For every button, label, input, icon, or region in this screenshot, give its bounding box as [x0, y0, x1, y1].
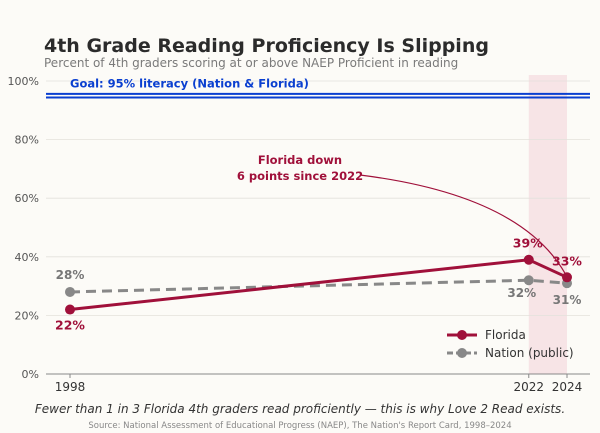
y-tick-label-40: 40% — [15, 251, 39, 264]
label-florida-2022: 39% — [513, 236, 543, 251]
annotation-arrow — [359, 174, 566, 274]
point-florida-2022 — [523, 254, 534, 265]
x-tick-label-2024: 2024 — [552, 380, 583, 394]
label-florida-1998: 22% — [55, 318, 85, 333]
chart-footnote: Fewer than 1 in 3 Florida 4th graders re… — [35, 402, 565, 416]
legend-marker-florida — [457, 330, 467, 340]
y-tick-label-60: 60% — [15, 192, 39, 205]
chart-subtitle: Percent of 4th graders scoring at or abo… — [44, 56, 458, 70]
y-tick-label-0: 0% — [22, 368, 39, 381]
y-tick-label-80: 80% — [15, 134, 39, 147]
annotation-line-1: Florida down — [258, 153, 342, 167]
point-florida-1998 — [65, 304, 75, 315]
legend-label-nation: Nation (public) — [485, 346, 574, 360]
x-tick-label-2022: 2022 — [513, 380, 544, 394]
label-nation-1998: 28% — [56, 268, 85, 282]
point-florida-2024 — [562, 272, 572, 283]
x-tick-label-1998: 1998 — [55, 380, 86, 394]
chart-source: Source: National Assessment of Education… — [88, 421, 511, 431]
label-nation-2022: 32% — [507, 286, 536, 300]
goal-label: Goal: 95% literacy (Nation & Florida) — [70, 77, 309, 91]
plot-area: 0% 20% 40% 60% 80% 100% 1998 2022 2024 Goal: 95% … — [8, 75, 590, 394]
series-line-nation — [69, 278, 568, 294]
point-nation-2022 — [523, 275, 534, 286]
legend-label-florida: Florida — [485, 328, 526, 342]
chart-title: 4th Grade Reading Proficiency Is Slippin… — [44, 35, 489, 57]
y-tick-label-20: 20% — [15, 309, 39, 322]
y-tick-label-100: 100% — [8, 75, 39, 88]
annotation-line-2: 6 points since 2022 — [237, 169, 363, 183]
legend-marker-nation — [457, 348, 467, 358]
point-nation-1998 — [65, 286, 75, 297]
label-nation-2024: 31% — [553, 293, 582, 307]
highlight-span-2022-2024 — [528, 75, 567, 374]
